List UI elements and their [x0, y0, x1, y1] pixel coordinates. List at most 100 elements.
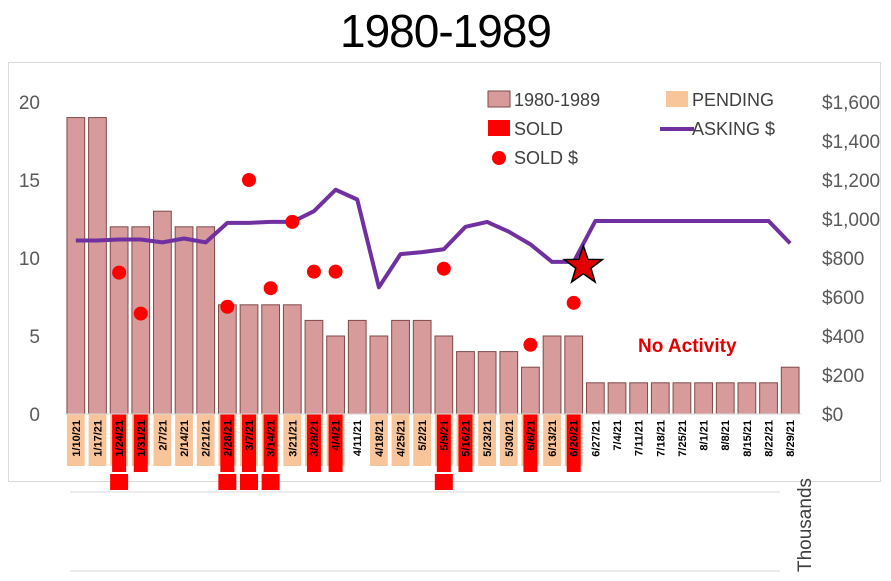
bar — [629, 382, 649, 415]
pending-bar — [543, 414, 561, 466]
x-tick-label: 3/14/21 — [266, 420, 278, 457]
x-tick-label: 4/25/21 — [396, 420, 408, 457]
sold-marker — [110, 474, 129, 490]
x-tick-label: 4/4/21 — [331, 420, 343, 451]
sold-price-point — [566, 295, 581, 310]
x-tick-label: 4/11/21 — [352, 420, 364, 456]
x-tick-label: 8/8/21 — [720, 420, 732, 451]
legend-label: 1980-1989 — [514, 90, 600, 110]
star-icon — [562, 243, 605, 284]
sold-price-point — [523, 337, 538, 352]
right-tick-label: $600 — [822, 288, 864, 309]
pending-bar — [499, 414, 518, 466]
legend: 1980-1989 PENDING SOLD ASKING $ SOLD $ — [487, 90, 775, 168]
x-tick-label: 3/28/21 — [309, 420, 321, 457]
sold-marker — [218, 474, 237, 490]
bar — [477, 351, 497, 415]
x-tick-label: 2/21/21 — [201, 420, 213, 457]
bar — [261, 304, 281, 415]
left-tick-label: 20 — [19, 93, 40, 114]
legend-swatch — [492, 151, 506, 165]
sold-bar — [263, 414, 278, 472]
bar — [585, 382, 605, 415]
x-tick-label: 5/30/21 — [504, 420, 516, 457]
x-tick-label: 2/7/21 — [157, 420, 169, 451]
x-tick-label: 8/29/21 — [785, 420, 797, 457]
sold-marker — [434, 474, 453, 490]
sold-bar — [523, 414, 538, 472]
right-tick-label: $1,600 — [822, 93, 880, 114]
x-tick-label: 7/25/21 — [677, 420, 689, 457]
pending-bar — [478, 414, 496, 466]
sold-price-point — [328, 264, 343, 279]
bar — [239, 304, 259, 415]
asking-polyline — [75, 187, 792, 290]
bar — [196, 226, 216, 415]
x-tick-label: 1/10/21 — [71, 420, 83, 457]
pending-bar — [175, 414, 193, 466]
pending-bar — [283, 414, 302, 466]
x-tick-label: 5/9/21 — [439, 420, 451, 451]
x-tick-label: 3/21/21 — [287, 420, 299, 457]
sold-price-point — [220, 299, 235, 314]
bar — [174, 226, 194, 415]
pending-bar — [88, 414, 107, 466]
pending-bar — [66, 414, 85, 466]
bar — [521, 366, 540, 415]
sold-bar — [133, 414, 148, 472]
bar — [109, 226, 129, 415]
sold-price-point — [306, 264, 321, 279]
bar — [282, 304, 302, 415]
sold-price-point — [436, 261, 451, 276]
bar — [564, 335, 584, 415]
sold-bar — [242, 414, 256, 472]
right-tick-label: $1,000 — [822, 210, 880, 231]
x-tick-label: 8/15/21 — [742, 420, 754, 457]
sold-marker — [240, 474, 258, 490]
x-tick-label: 5/16/21 — [460, 420, 472, 457]
bar — [694, 382, 713, 415]
x-tick-label: 6/6/21 — [525, 420, 537, 451]
x-tick-label: 8/22/21 — [764, 420, 776, 457]
x-tick-label: 6/20/21 — [569, 420, 581, 457]
bar — [326, 335, 345, 415]
pending-bar — [196, 414, 215, 466]
sold-bar — [328, 414, 343, 472]
bar — [607, 382, 627, 415]
x-tick-label: 7/11/21 — [634, 420, 646, 456]
bar — [412, 319, 432, 415]
sold-price-dots — [112, 173, 581, 352]
x-axis: 1/10/21 1/17/21 1/24/21 1/31/21 2/7/21 2/14/2… — [65, 413, 801, 572]
bar — [672, 382, 692, 415]
star-marker — [562, 243, 605, 284]
x-tick-label: 7/18/21 — [655, 420, 667, 457]
bar — [737, 382, 757, 415]
pending-bar — [413, 414, 432, 466]
right-tick-label: $1,200 — [822, 171, 880, 192]
sold-bar — [112, 414, 127, 472]
legend-label: ASKING $ — [692, 119, 775, 139]
x-tick-label: 5/23/21 — [482, 420, 494, 457]
left-tick-label: 10 — [19, 249, 40, 270]
sold-marker — [261, 474, 280, 490]
right-axis-unit-label: Thousands — [795, 478, 816, 572]
bar — [391, 319, 410, 415]
sold-bar — [306, 414, 321, 472]
bar — [542, 335, 562, 415]
bars-1980-1989 — [66, 117, 800, 415]
pending-bar — [391, 414, 410, 466]
bar — [780, 366, 800, 415]
x-tick-label: 1/24/21 — [114, 420, 126, 457]
legend-label: PENDING — [692, 90, 774, 110]
pending-bar — [370, 414, 388, 466]
x-tick-label: 1/17/21 — [92, 420, 104, 457]
bar — [456, 351, 475, 415]
x-tick-label: 6/13/21 — [547, 420, 559, 457]
x-tick-label: 7/4/21 — [612, 420, 624, 451]
pending-bar — [153, 414, 172, 466]
bar — [650, 382, 670, 415]
right-tick-label: $200 — [822, 366, 864, 387]
left-tick-label: 5 — [29, 327, 40, 348]
sold-bar — [458, 414, 473, 472]
